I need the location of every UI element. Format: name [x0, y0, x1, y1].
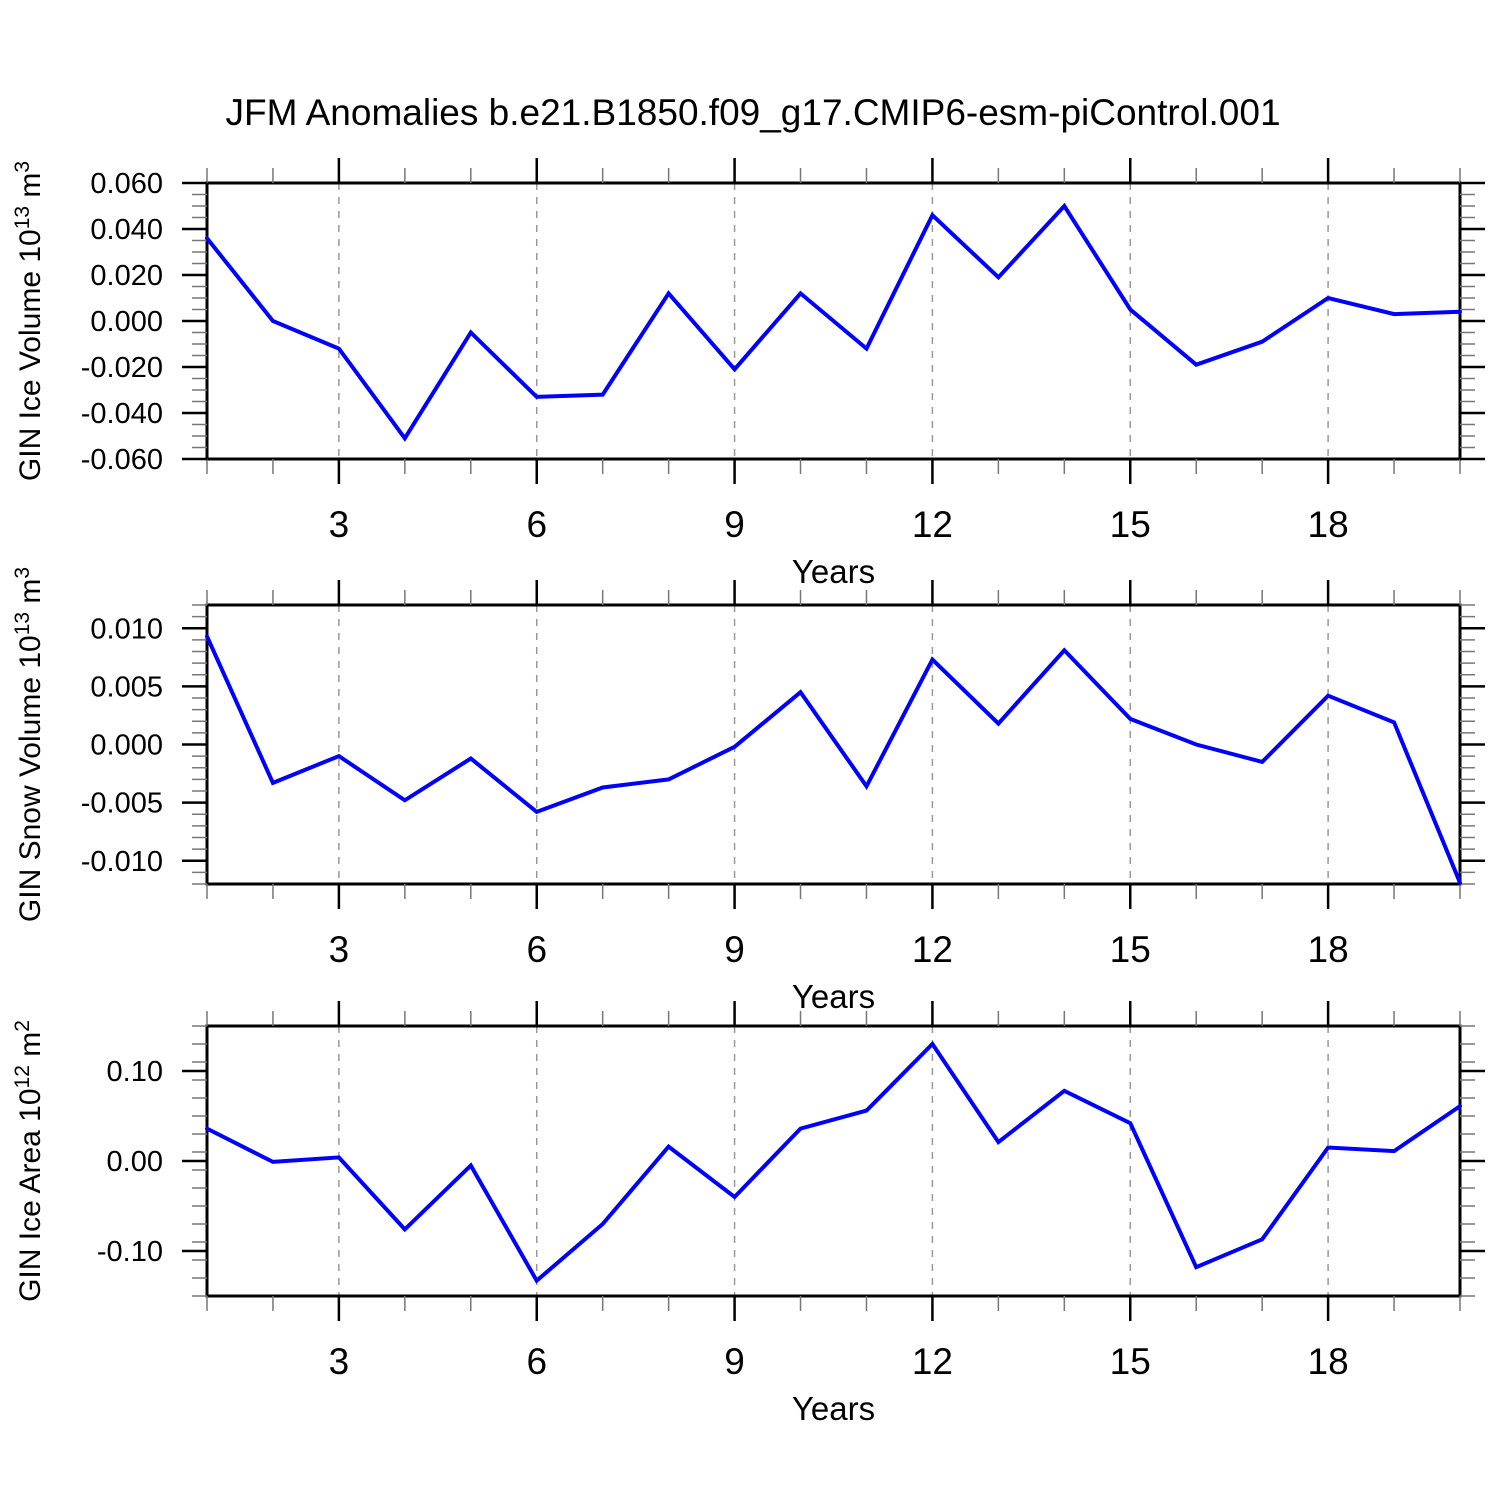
- y-tick-label: -0.020: [81, 352, 163, 384]
- y-tick-label: 0.005: [90, 671, 163, 703]
- y-tick-label: -0.010: [81, 846, 163, 878]
- x-tick-label: 15: [1110, 504, 1151, 545]
- x-tick-label: 18: [1308, 504, 1349, 545]
- x-tick-label: 6: [526, 929, 547, 970]
- y-axis-title-text: m: [14, 1032, 47, 1065]
- x-tick-label: 3: [329, 504, 350, 545]
- chart-title: JFM Anomalies b.e21.B1850.f09_g17.CMIP6-…: [225, 92, 1281, 133]
- y-axis-title-text: m: [14, 579, 47, 612]
- x-tick-label: 18: [1308, 929, 1349, 970]
- y-tick-label: 0.020: [90, 260, 163, 292]
- y-axis-title-sup: 3: [11, 161, 34, 173]
- y-axis-title-text: GIN Snow Volume 10: [14, 635, 47, 922]
- data-line-series: [205, 634, 1462, 885]
- y-tick-label: -0.10: [97, 1236, 163, 1268]
- x-tick-label: 18: [1308, 1341, 1349, 1382]
- x-tick-label: 6: [526, 504, 547, 545]
- y-tick-label: 0.10: [107, 1056, 163, 1088]
- y-axis-title: GIN Ice Volume 1013 m3: [11, 161, 47, 481]
- y-axis-title: GIN Ice Area 1012 m2: [11, 1020, 47, 1302]
- y-axis-title-text: GIN Ice Area 10: [14, 1088, 47, 1301]
- x-tick-label: 9: [724, 1341, 745, 1382]
- y-tick-label: 0.040: [90, 214, 163, 246]
- y-axis-title-sup: 3: [11, 567, 34, 579]
- y-axis-title-sup: 13: [11, 612, 34, 635]
- x-axis-title: Years: [792, 553, 875, 590]
- y-axis-title: GIN Snow Volume 1013 m3: [11, 567, 47, 922]
- x-tick-label: 12: [912, 929, 953, 970]
- y-tick-label: -0.060: [81, 444, 163, 476]
- x-tick-label: 12: [912, 504, 953, 545]
- x-tick-label: 6: [526, 1341, 547, 1382]
- y-axis-title-text: GIN Ice Volume 10: [14, 229, 47, 481]
- y-axis-title-sup: 13: [11, 206, 34, 229]
- x-tick-label: 15: [1110, 929, 1151, 970]
- x-axis-title: Years: [792, 978, 875, 1015]
- y-tick-label: 0.010: [90, 613, 163, 645]
- x-axis-title: Years: [792, 1390, 875, 1427]
- y-tick-label: 0.060: [90, 168, 163, 200]
- y-axis-title-text: m: [14, 173, 47, 206]
- y-axis-title-sup: 12: [11, 1065, 34, 1088]
- x-tick-label: 9: [724, 504, 745, 545]
- data-line-series: [205, 202, 1462, 442]
- x-tick-label: 3: [329, 929, 350, 970]
- x-tick-label: 12: [912, 1341, 953, 1382]
- y-tick-label: -0.005: [81, 788, 163, 820]
- data-line-series: [205, 1040, 1462, 1284]
- plot-frame: [205, 1024, 1462, 1298]
- x-tick-label: 15: [1110, 1341, 1151, 1382]
- x-tick-label: 3: [329, 1341, 350, 1382]
- x-tick-label: 9: [724, 929, 745, 970]
- y-tick-label: 0.00: [107, 1146, 163, 1178]
- y-tick-label: 0.000: [90, 306, 163, 338]
- y-tick-label: -0.040: [81, 398, 163, 430]
- y-axis-title-sup: 2: [11, 1020, 34, 1032]
- y-tick-label: 0.000: [90, 730, 163, 762]
- plot-frame: [205, 603, 1462, 886]
